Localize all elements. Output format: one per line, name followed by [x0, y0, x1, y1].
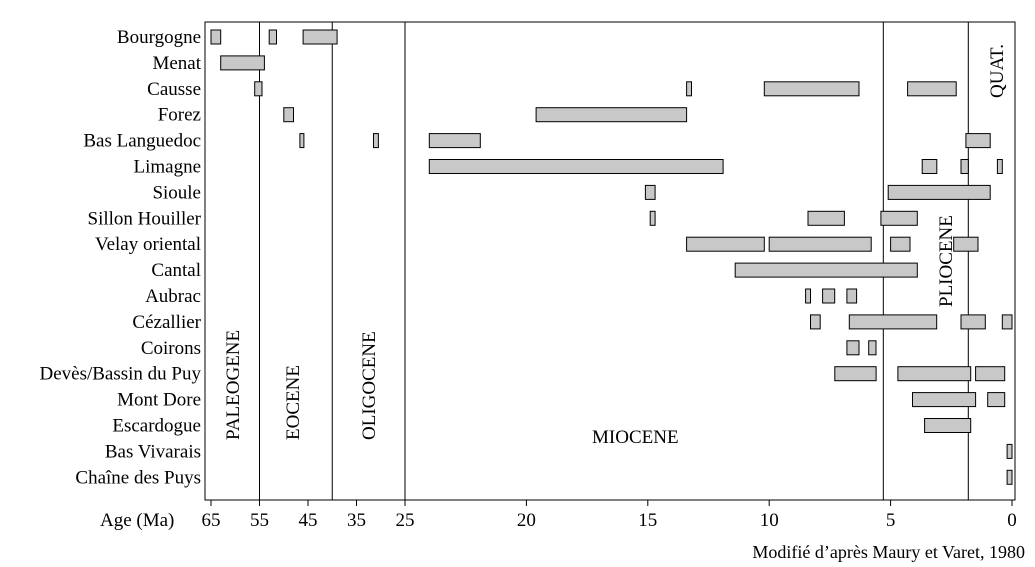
range-bar — [960, 314, 986, 330]
row-label: Cézallier — [132, 312, 201, 333]
row-label: Bas Vivarais — [105, 441, 201, 462]
range-bar — [373, 133, 379, 149]
row-label: Bourgogne — [117, 27, 201, 48]
range-bar — [890, 236, 911, 252]
range-bar — [846, 340, 860, 356]
x-tick-label: 20 — [517, 510, 536, 531]
x-ticks: 65 55 45 35 25 20 15 10 5 0 — [202, 500, 1017, 531]
credit-note: Modifié d’après Maury et Varet, 1980 — [752, 542, 1025, 562]
range-bar — [299, 133, 305, 149]
x-tick-label: 65 — [202, 510, 221, 531]
row-labels: Bourgogne Menat Causse Forez Bas Languedoc Li… — [40, 27, 202, 488]
row-label: Coirons — [141, 338, 201, 359]
x-tick-label: 0 — [1007, 510, 1017, 531]
range-bar — [887, 184, 991, 200]
row-label: Aubrac — [145, 286, 201, 307]
range-bar — [649, 210, 656, 226]
range-bar — [283, 107, 294, 123]
range-bar — [644, 184, 656, 200]
row-label: Bas Languedoc — [83, 131, 201, 152]
period-label-quat: QUAT. — [987, 44, 1008, 98]
x-axis-title: Age (Ma) — [100, 510, 174, 531]
period-label-pliocene: PLIOCENE — [936, 215, 957, 307]
range-bar — [834, 366, 877, 382]
row-label: Limagne — [133, 157, 201, 178]
range-bar — [960, 159, 969, 174]
range-bar — [768, 236, 872, 252]
range-bar — [268, 29, 278, 45]
period-label-paleogene: PALEOGENE — [223, 330, 244, 440]
range-bar — [846, 288, 858, 304]
row-label: Forez — [158, 105, 201, 126]
range-bar — [302, 29, 338, 45]
x-tick-label: 5 — [886, 510, 896, 531]
range-bar — [807, 210, 845, 226]
bars-layer — [210, 29, 1013, 485]
range-bar — [810, 314, 821, 330]
x-tick-label: 25 — [396, 510, 415, 531]
x-tick-label: 10 — [760, 510, 779, 531]
range-bar — [535, 107, 688, 123]
x-tick-label: 35 — [347, 510, 366, 531]
range-bar — [953, 236, 979, 252]
range-bar — [686, 236, 765, 252]
range-bar — [924, 418, 972, 433]
x-tick-label: 55 — [250, 510, 269, 531]
row-label: Escardogue — [112, 416, 201, 437]
range-bar — [805, 288, 811, 304]
range-bar — [907, 81, 957, 97]
row-label: Chaîne des Puys — [75, 467, 201, 488]
range-bar — [965, 133, 991, 149]
range-bar — [220, 55, 265, 71]
plot-frame — [204, 21, 1016, 501]
range-bar — [686, 81, 692, 97]
period-label-miocene: MIOCENE — [592, 427, 679, 448]
range-bar — [848, 314, 938, 330]
row-label: Sillon Houiller — [88, 208, 202, 229]
x-tick-label: 45 — [299, 510, 318, 531]
row-label: Menat — [152, 53, 201, 74]
range-bar — [763, 81, 860, 97]
row-label: Velay oriental — [95, 234, 201, 255]
row-label: Mont Dore — [117, 390, 201, 411]
range-bar — [734, 262, 918, 278]
row-label: Devès/Bassin du Puy — [40, 364, 202, 385]
range-bar — [987, 392, 1006, 408]
range-bar — [210, 29, 222, 45]
range-bar — [897, 366, 972, 382]
range-bar — [975, 366, 1006, 382]
row-label: Sioule — [152, 182, 201, 203]
range-bar — [428, 133, 481, 149]
range-bar — [996, 159, 1003, 174]
row-label: Causse — [147, 79, 201, 100]
range-bar — [1001, 314, 1013, 330]
range-bar — [822, 288, 836, 304]
range-bar — [1006, 443, 1013, 459]
row-label: Cantal — [151, 260, 201, 281]
range-bar — [880, 210, 918, 226]
period-label-eocene: EOCENE — [283, 365, 304, 440]
range-bar — [868, 340, 877, 356]
range-bar — [1006, 469, 1013, 485]
range-bar — [254, 81, 263, 97]
range-bar — [428, 159, 724, 174]
range-bar — [912, 392, 977, 408]
period-label-oligocene: OLIGOCENE — [359, 331, 380, 440]
range-bar — [921, 159, 938, 174]
x-tick-label: 15 — [638, 510, 657, 531]
